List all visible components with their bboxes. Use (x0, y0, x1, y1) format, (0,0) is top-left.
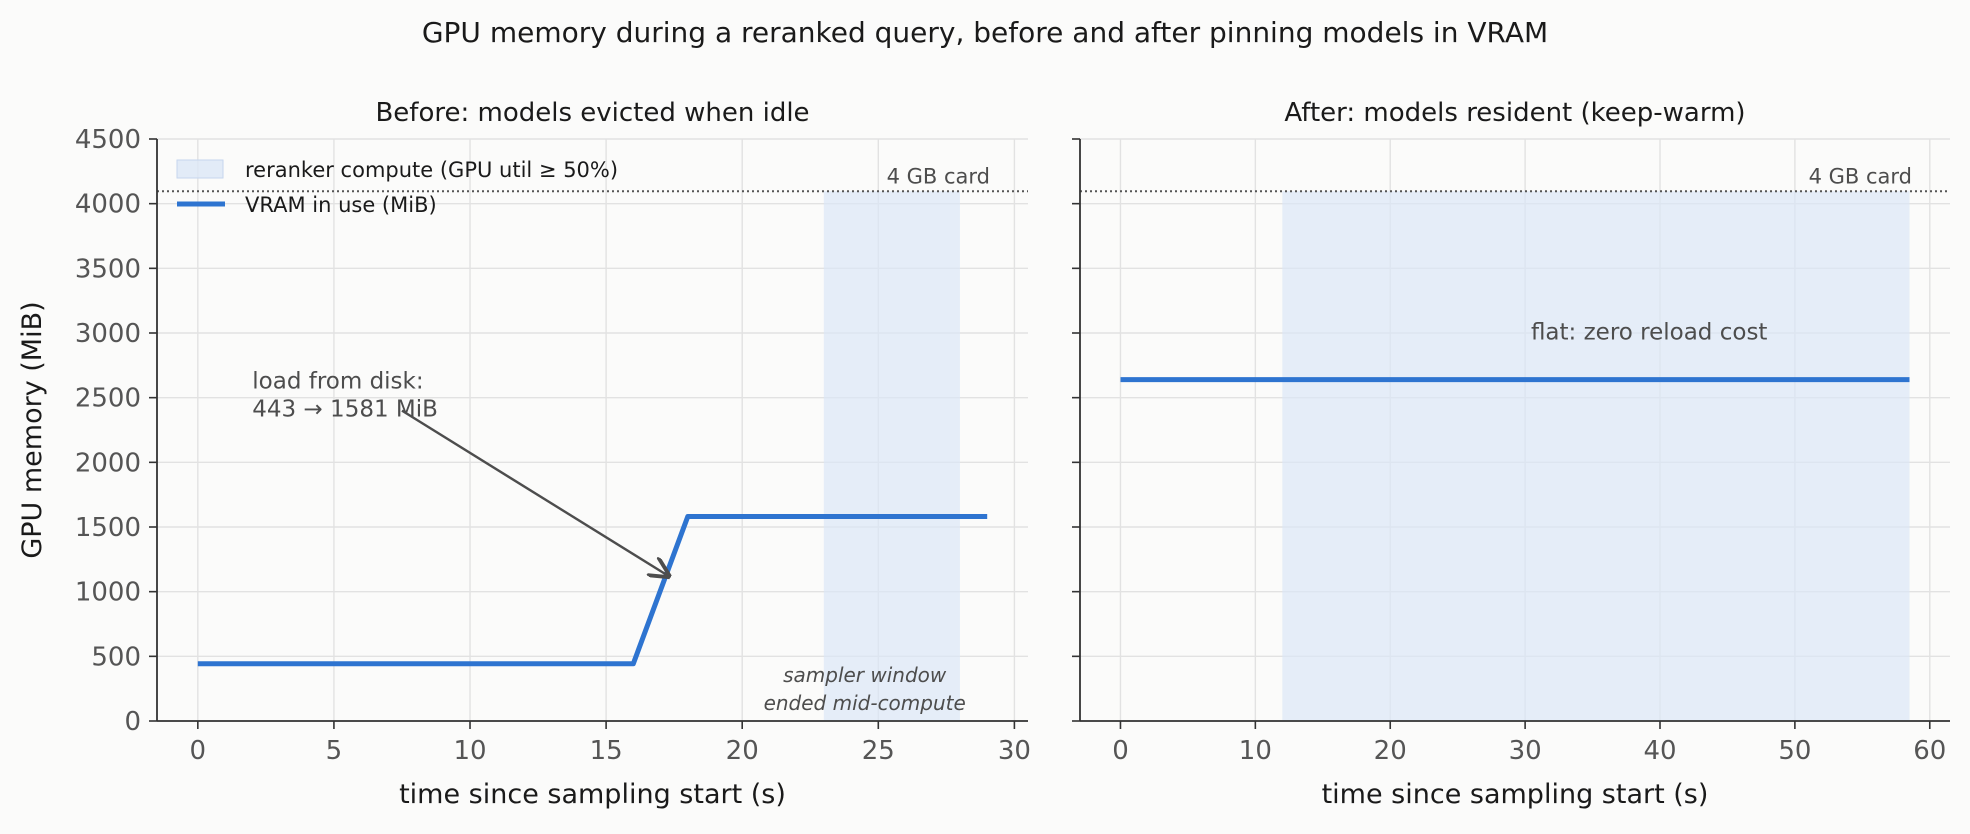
legend-label: VRAM in use (MiB) (245, 193, 437, 217)
y-axis-label: GPU memory (MiB) (17, 301, 48, 558)
reference-line-label: 4 GB card (887, 164, 990, 188)
annotation-text: sampler window (783, 663, 947, 687)
chart-panel-before: 4 GB card 0 5 10 15 20 25 30 0 500 1000 1500 2000 250… (17, 98, 1031, 810)
annotation-arrow (401, 409, 669, 577)
x-tick-label: 10 (1239, 736, 1272, 766)
series-line (197, 514, 988, 667)
chart-panel-after: 4 GB card 0 10 20 30 40 50 60 After: models resi… (1072, 98, 1950, 810)
y-tick-label: 3500 (75, 254, 141, 284)
shaded-region (1282, 191, 1910, 721)
legend-swatch-shade (176, 159, 224, 179)
x-tick-label: 10 (453, 736, 486, 766)
x-tick-label: 40 (1643, 736, 1676, 766)
x-tick-label: 25 (862, 736, 895, 766)
annotation-text: load from disk: (252, 369, 423, 395)
y-tick-label: 0 (124, 707, 141, 737)
x-axis-label: time since sampling start (s) (1322, 779, 1709, 810)
panel-title: After: models resident (keep-warm) (1284, 98, 1745, 128)
y-tick-label: 2500 (75, 384, 141, 414)
annotation-text: 443 → 1581 MiB (252, 397, 438, 423)
figure-title: GPU memory during a reranked query, befo… (422, 16, 1548, 49)
x-axis-label: time since sampling start (s) (399, 779, 786, 810)
x-tick-label: 30 (998, 736, 1031, 766)
y-tick-label: 500 (91, 642, 141, 672)
y-tick-label: 4500 (75, 125, 141, 155)
legend-label: reranker compute (GPU util ≥ 50%) (245, 158, 618, 182)
y-tick-label: 2000 (75, 448, 141, 478)
panel-title: Before: models evicted when idle (375, 98, 809, 128)
x-tick-label: 5 (326, 736, 343, 766)
x-tick-label: 20 (1374, 736, 1407, 766)
x-tick-label: 0 (190, 736, 207, 766)
annotation-text: flat: zero reload cost (1531, 319, 1768, 345)
x-tick-label: 20 (726, 736, 759, 766)
y-tick-label: 1000 (75, 578, 141, 608)
y-tick-label: 1500 (75, 513, 141, 543)
x-tick-label: 0 (1112, 736, 1129, 766)
x-tick-label: 50 (1778, 736, 1811, 766)
reference-line-label: 4 GB card (1809, 164, 1912, 188)
annotation-text: ended mid-compute (764, 691, 966, 715)
x-tick-label: 15 (590, 736, 623, 766)
x-tick-label: 30 (1509, 736, 1542, 766)
shaded-region (823, 191, 960, 721)
y-tick-label: 4000 (75, 190, 141, 220)
x-tick-label: 60 (1913, 736, 1946, 766)
y-tick-label: 3000 (75, 319, 141, 349)
